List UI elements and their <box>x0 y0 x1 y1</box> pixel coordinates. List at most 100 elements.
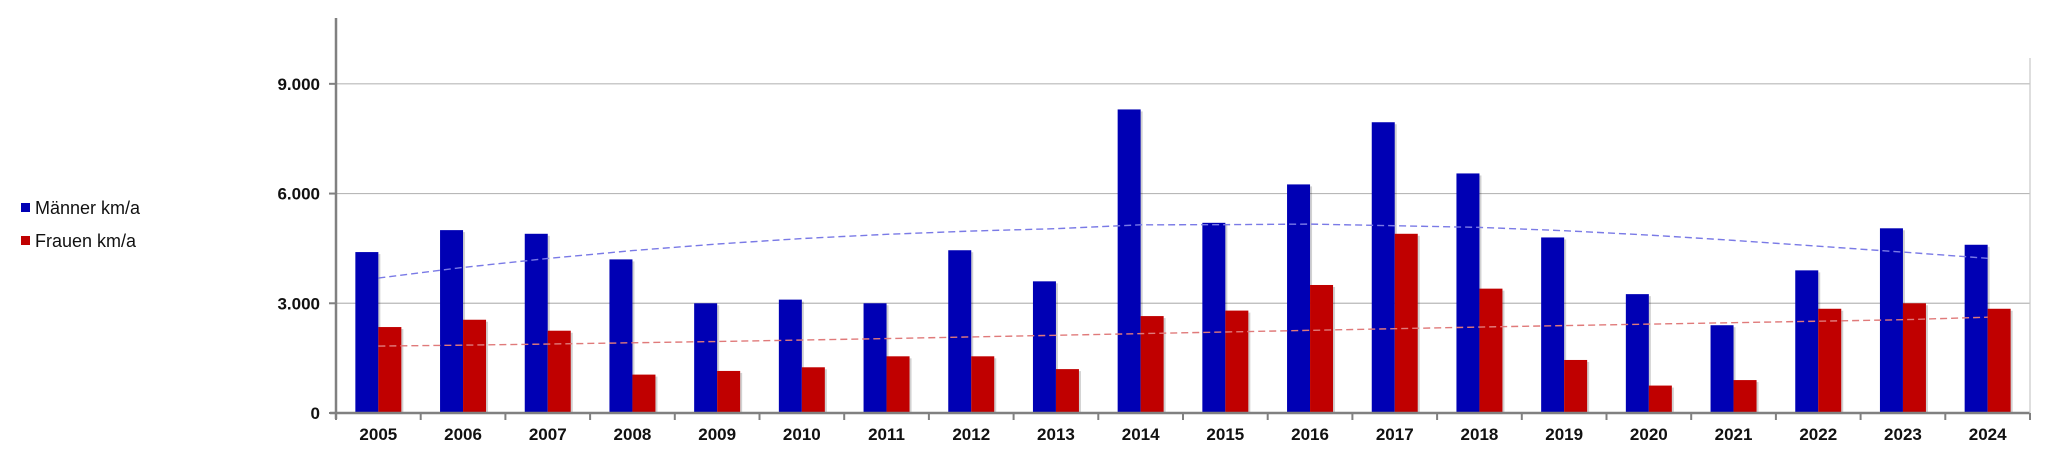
x-tick-label-2013: 2013 <box>1037 425 1075 444</box>
legend: Männer km/a Frauen km/a <box>21 198 141 251</box>
bar-frauen-2011 <box>886 356 910 413</box>
bar-shadow-maenner-2012 <box>971 252 974 413</box>
bar-shadow-frauen-2006 <box>486 321 489 413</box>
bar-shadow-frauen-2021 <box>1756 382 1759 413</box>
trendline-maenner <box>378 223 1988 279</box>
bar-shadow-frauen-2012 <box>994 358 997 413</box>
x-tick-label-2011: 2011 <box>868 425 905 444</box>
legend-swatch-frauen <box>21 236 30 245</box>
bar-maenner-2015 <box>1202 222 1226 413</box>
x-tick-label-2021: 2021 <box>1715 425 1753 444</box>
bar-frauen-2018 <box>1479 288 1503 413</box>
x-tick-label-2008: 2008 <box>614 425 652 444</box>
bar-shadow-frauen-2011 <box>909 358 912 413</box>
legend-label-frauen: Frauen km/a <box>35 231 137 251</box>
x-tick-label-2007: 2007 <box>529 425 567 444</box>
bar-frauen-2015 <box>1225 310 1249 413</box>
x-tick-label-2012: 2012 <box>952 425 990 444</box>
bar-frauen-2024 <box>1987 308 2011 413</box>
x-tick-label-2014: 2014 <box>1122 425 1160 444</box>
bar-maenner-2009 <box>694 303 718 413</box>
bar-shadow-frauen-2008 <box>655 376 658 413</box>
y-tick-label-3.000: 3.000 <box>277 294 320 313</box>
bar-maenner-2020 <box>1625 294 1649 413</box>
bar-maenner-2023 <box>1879 228 1903 413</box>
bar-shadow-frauen-2005 <box>401 329 404 413</box>
x-tick-label-2015: 2015 <box>1206 425 1244 444</box>
x-tick-label-2016: 2016 <box>1291 425 1329 444</box>
bar-maenner-2006 <box>440 230 464 413</box>
bar-maenner-2010 <box>778 299 802 413</box>
bar-maenner-2016 <box>1287 184 1311 413</box>
bar-frauen-2009 <box>717 370 741 413</box>
bar-maenner-2014 <box>1117 109 1141 414</box>
trendline-group <box>378 223 1988 347</box>
gridlines <box>336 83 2030 304</box>
y-tick-label-9.000: 9.000 <box>277 75 320 94</box>
bar-maenner-2021 <box>1710 325 1734 413</box>
bar-maenner-2024 <box>1964 244 1988 413</box>
bar-shadow-frauen-2023 <box>1925 305 1928 413</box>
x-tick-label-2019: 2019 <box>1545 425 1583 444</box>
bar-frauen-2014 <box>1140 316 1164 413</box>
bar-maenner-2011 <box>863 303 887 413</box>
bar-shadow-maenner-2008 <box>632 261 635 413</box>
bar-maenner-2022 <box>1795 270 1819 413</box>
bar-shadow-maenner-2013 <box>1055 283 1058 413</box>
x-tick-label-2024: 2024 <box>1969 425 2007 444</box>
x-tick-label-2010: 2010 <box>783 425 821 444</box>
bar-frauen-2023 <box>1902 303 1926 413</box>
x-tick-label-2006: 2006 <box>444 425 482 444</box>
bar-frauen-2016 <box>1310 284 1334 413</box>
bar-frauen-2006 <box>463 319 487 413</box>
trendline-frauen <box>378 316 1988 347</box>
axes <box>329 18 2031 420</box>
bar-shadow-frauen-2018 <box>1502 290 1505 413</box>
bar-series-group <box>355 109 2013 414</box>
bar-shadow-maenner-2009 <box>717 305 720 413</box>
bar-maenner-2019 <box>1541 237 1565 413</box>
bar-shadow-maenner-2010 <box>801 301 804 413</box>
bar-maenner-2005 <box>355 252 379 413</box>
x-tick-label-2018: 2018 <box>1461 425 1499 444</box>
bar-shadow-maenner-2019 <box>1564 239 1567 413</box>
bar-frauen-2022 <box>1818 308 1842 413</box>
bar-frauen-2017 <box>1394 233 1418 413</box>
bar-shadow-frauen-2017 <box>1417 235 1420 413</box>
bar-shadow-frauen-2022 <box>1841 310 1844 413</box>
y-tick-label-6.000: 6.000 <box>277 185 320 204</box>
bar-shadow-frauen-2007 <box>570 332 573 413</box>
bar-frauen-2012 <box>971 356 995 413</box>
bar-frauen-2008 <box>632 374 656 413</box>
bar-shadow-frauen-2024 <box>2010 310 2013 413</box>
bar-frauen-2019 <box>1564 359 1588 413</box>
bar-shadow-frauen-2010 <box>824 369 827 413</box>
legend-swatch-maenner <box>21 203 30 212</box>
bar-shadow-maenner-2021 <box>1733 327 1736 413</box>
bar-shadow-frauen-2014 <box>1163 318 1166 413</box>
bar-shadow-frauen-2016 <box>1333 286 1336 413</box>
bar-maenner-2017 <box>1371 122 1395 413</box>
x-tick-label-2023: 2023 <box>1884 425 1922 444</box>
x-tick-label-2020: 2020 <box>1630 425 1668 444</box>
bar-shadow-frauen-2019 <box>1587 361 1590 413</box>
bar-maenner-2008 <box>609 259 633 413</box>
x-tick-labels: 2005 2006 2007 2008 2009 2010 2011 2012 2013 2014… <box>359 425 2007 444</box>
legend-label-maenner: Männer km/a <box>35 198 141 218</box>
bar-shadow-maenner-2007 <box>547 235 550 413</box>
x-tick-label-2009: 2009 <box>698 425 736 444</box>
bar-shadow-frauen-2009 <box>740 372 743 413</box>
bar-shadow-maenner-2020 <box>1648 296 1651 413</box>
y-tick-label-0: 0 <box>311 404 320 423</box>
bar-frauen-2007 <box>547 330 571 413</box>
bar-shadow-maenner-2014 <box>1140 111 1143 414</box>
bar-frauen-2005 <box>378 327 402 413</box>
x-tick-label-2005: 2005 <box>359 425 397 444</box>
bar-frauen-2020 <box>1648 385 1672 413</box>
bar-maenner-2007 <box>524 233 548 413</box>
bar-maenner-2018 <box>1456 173 1480 413</box>
bar-shadow-frauen-2020 <box>1671 387 1674 413</box>
bar-frauen-2021 <box>1733 380 1757 413</box>
bar-frauen-2010 <box>801 367 825 413</box>
